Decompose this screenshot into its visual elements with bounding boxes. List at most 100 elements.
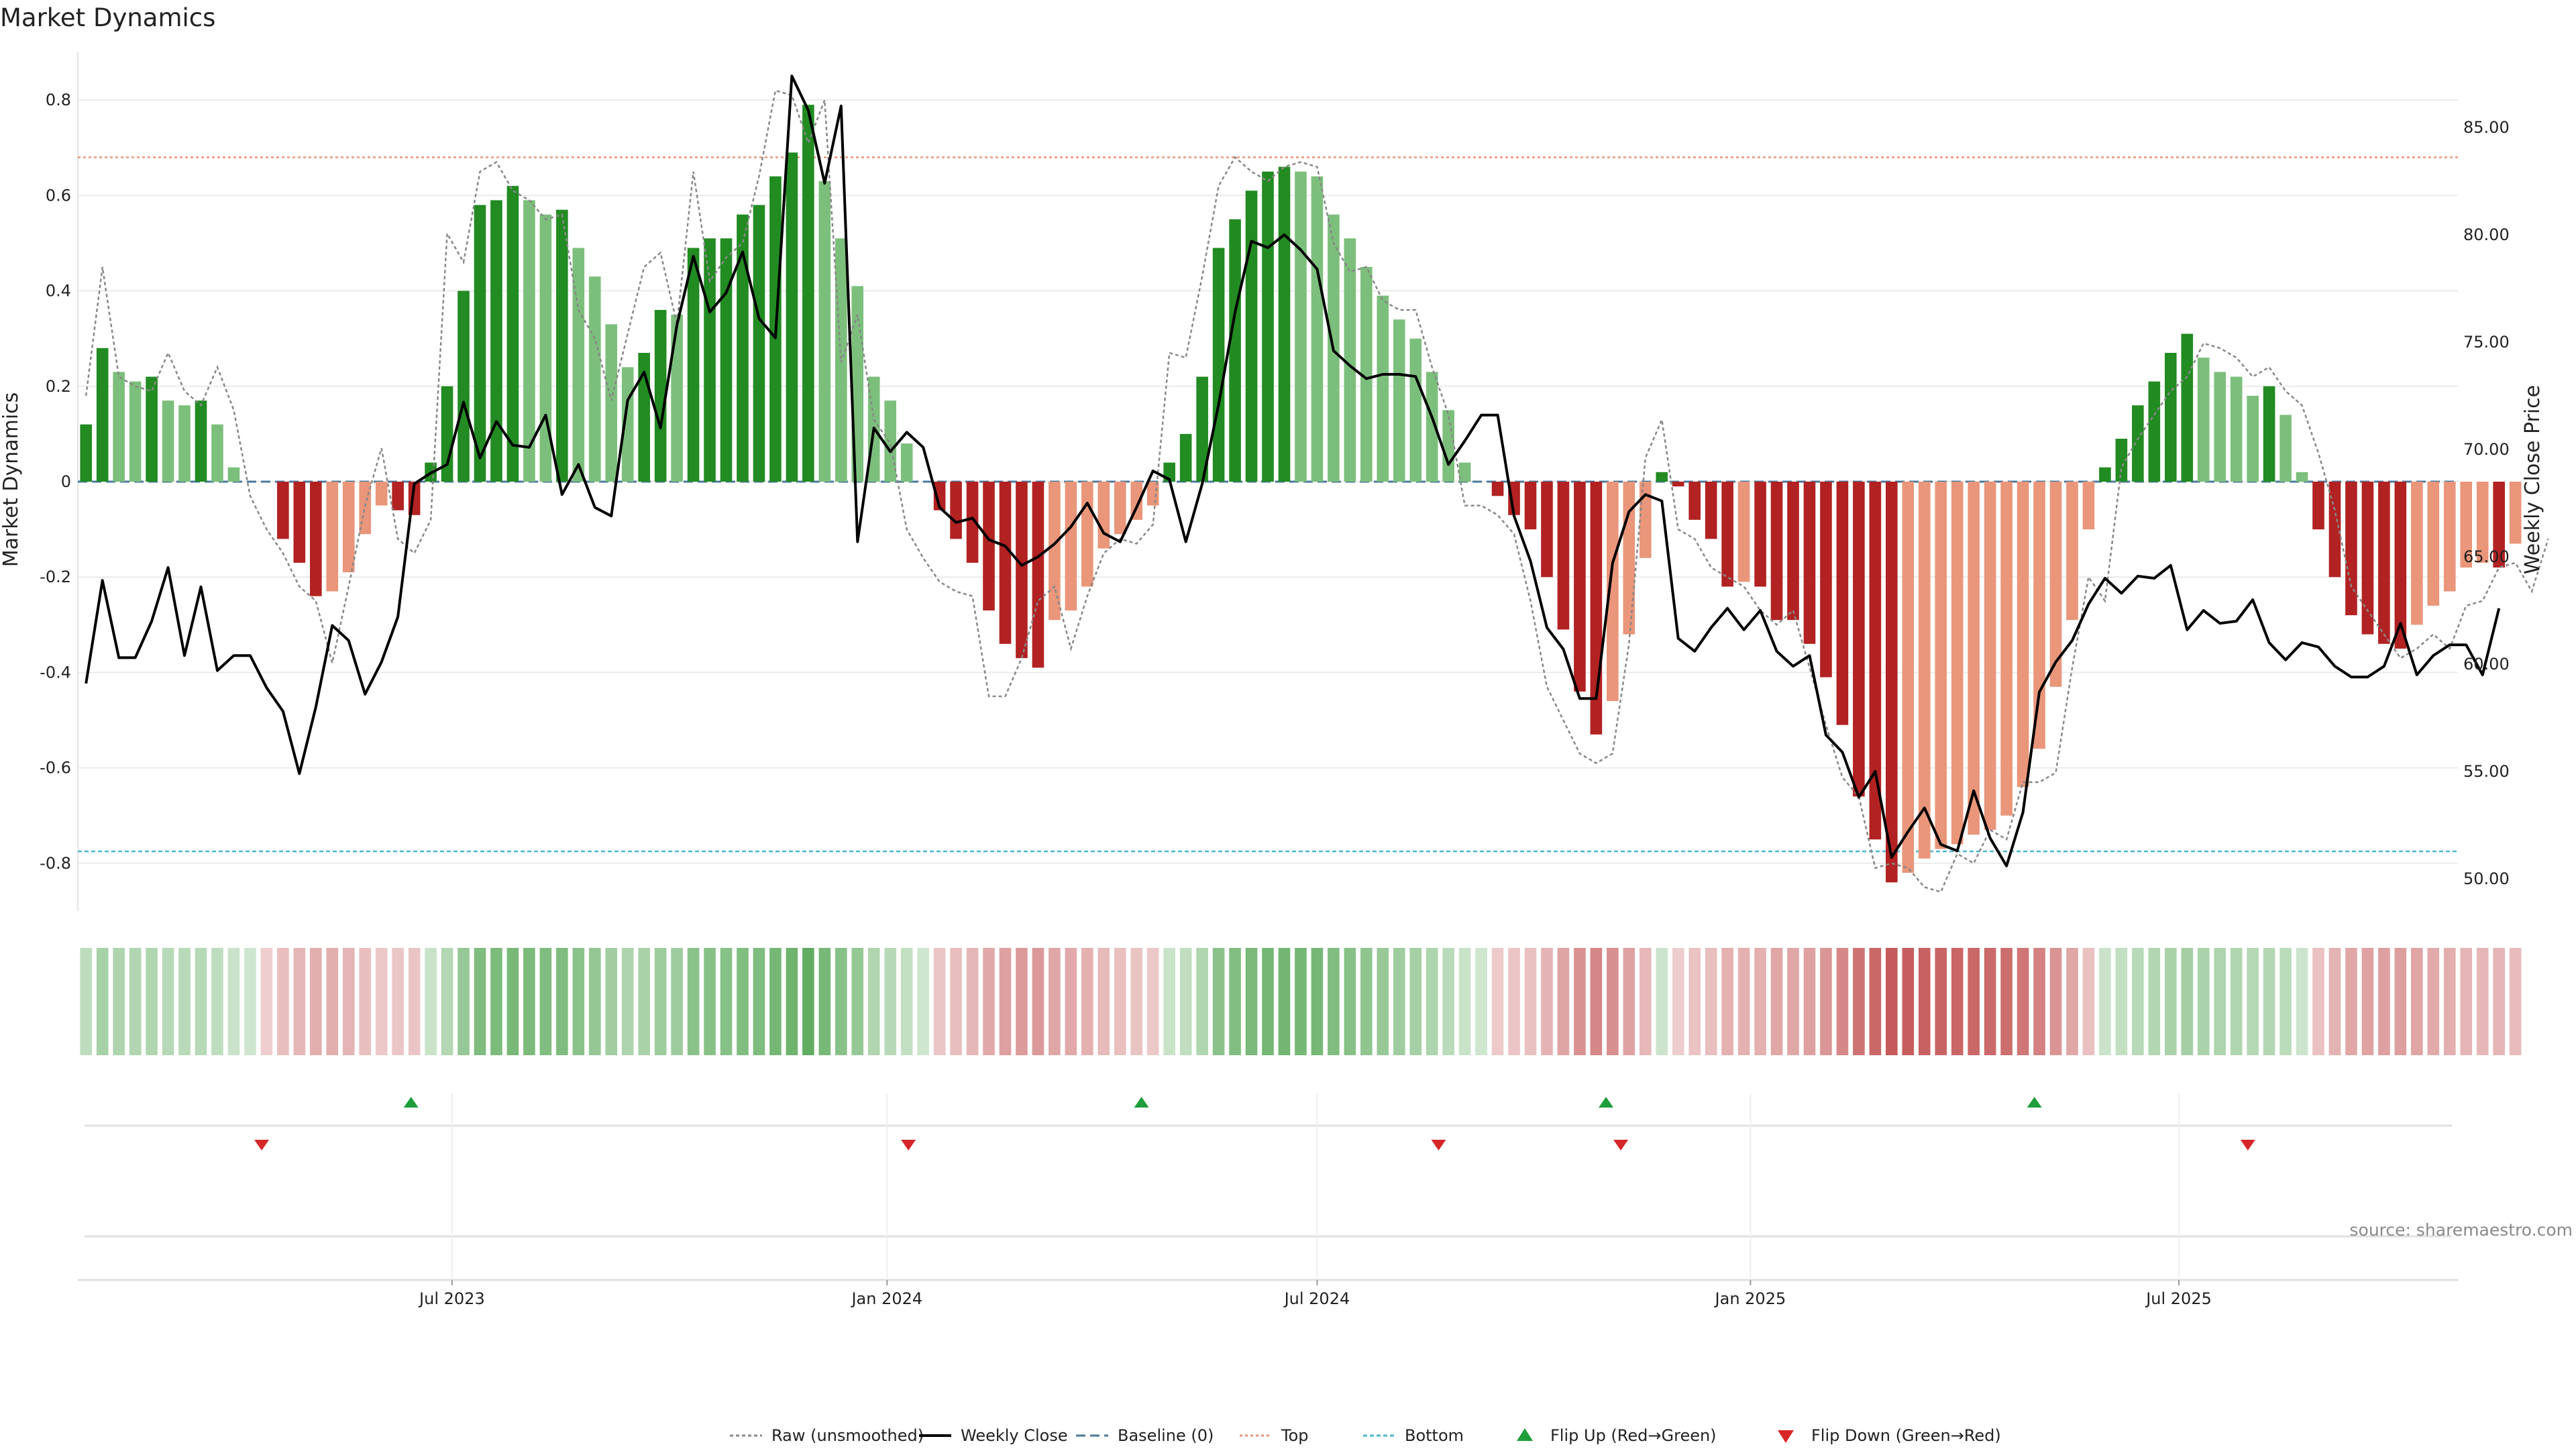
heatmap-cell bbox=[458, 948, 470, 1055]
line-series bbox=[85, 74, 2549, 894]
heatmap-cell bbox=[2460, 948, 2473, 1055]
md-bar bbox=[359, 482, 372, 535]
x-axis-ticks: Jul 2023 Jan 2024 Jul 2024 Jan 2025 Jul 2025 bbox=[418, 1280, 2212, 1308]
md-bar bbox=[523, 200, 535, 482]
heatmap-cell bbox=[933, 948, 946, 1055]
heatmap-cell bbox=[1163, 948, 1175, 1055]
heatmap-cell bbox=[146, 948, 158, 1055]
heatmap-cell bbox=[966, 948, 979, 1055]
heatmap-cell bbox=[359, 948, 372, 1055]
md-bar bbox=[506, 186, 519, 482]
heatmap-cell bbox=[2411, 948, 2423, 1055]
heatmap-cell bbox=[605, 948, 618, 1055]
md-bar bbox=[671, 315, 683, 482]
heatmap-cell bbox=[178, 948, 191, 1055]
heatmap-cell bbox=[851, 948, 864, 1055]
md-bar bbox=[1196, 376, 1208, 482]
heatmap-cell bbox=[884, 948, 897, 1055]
md-bar bbox=[687, 248, 700, 482]
chart-legend: Raw (unsmoothed) Weekly Close Baseline (0)… bbox=[730, 1426, 2001, 1445]
heatmap-cell bbox=[1311, 948, 1324, 1055]
md-bar bbox=[753, 205, 765, 482]
heatmap-cell bbox=[1458, 948, 1471, 1055]
heatmap-cell bbox=[2082, 948, 2095, 1055]
heatmap-cell bbox=[1754, 948, 1766, 1055]
md-bar bbox=[1393, 319, 1405, 482]
heatmap-cell bbox=[2247, 948, 2259, 1055]
heatmap-cell bbox=[309, 948, 322, 1055]
heatmap-cell bbox=[2296, 948, 2308, 1055]
heatmap-cell bbox=[2214, 948, 2226, 1055]
heatmap-cell bbox=[506, 948, 519, 1055]
heatmap-cell bbox=[523, 948, 535, 1055]
md-bar bbox=[572, 248, 585, 482]
md-bar bbox=[1656, 472, 1668, 482]
heatmap-cell bbox=[2115, 948, 2128, 1055]
heatmap-cell bbox=[490, 948, 502, 1055]
md-bar bbox=[1032, 482, 1044, 668]
heatmap-cell bbox=[2427, 948, 2440, 1055]
md-bar bbox=[1524, 482, 1537, 530]
heatmap-cell bbox=[1951, 948, 1964, 1055]
heatmap-cell bbox=[1049, 948, 1061, 1055]
y-tick-left: -0.8 bbox=[40, 854, 71, 873]
heatmap-cell bbox=[638, 948, 650, 1055]
md-bar bbox=[2066, 482, 2078, 621]
heatmap-cell bbox=[1032, 948, 1044, 1055]
md-bar bbox=[1754, 482, 1766, 587]
bar-series bbox=[80, 105, 2522, 883]
md-bar bbox=[227, 467, 240, 482]
y-tick-left: 0.4 bbox=[46, 282, 71, 301]
raw-unsmoothed-line bbox=[85, 89, 2549, 894]
md-bar bbox=[113, 372, 125, 482]
md-bar bbox=[1935, 482, 1947, 849]
legend-label: Baseline (0) bbox=[1118, 1426, 1214, 1445]
md-bar bbox=[1049, 482, 1061, 621]
md-bar bbox=[1458, 462, 1471, 482]
md-bar bbox=[720, 238, 733, 482]
md-bar bbox=[1607, 482, 1619, 702]
heatmap-cell bbox=[1607, 948, 1619, 1055]
heatmap-cell bbox=[917, 948, 929, 1055]
heatmap-cell bbox=[375, 948, 388, 1055]
y-tick-left: 0.2 bbox=[46, 377, 71, 396]
legend-item: Bottom bbox=[1363, 1426, 1464, 1445]
legend-label: Flip Up (Red→Green) bbox=[1550, 1426, 1717, 1445]
flip-down-marker bbox=[254, 1140, 270, 1150]
heatmap-cell bbox=[2263, 948, 2275, 1055]
md-bar bbox=[2345, 482, 2357, 616]
heatmap-cell bbox=[999, 948, 1012, 1055]
md-bar bbox=[654, 310, 667, 482]
heatmap-cell bbox=[244, 948, 256, 1055]
x-tick-label: Jul 2023 bbox=[418, 1289, 485, 1308]
md-bar bbox=[2017, 482, 2029, 788]
md-bar bbox=[211, 424, 223, 482]
heatmap-cell bbox=[80, 948, 93, 1055]
heatmap-cell bbox=[867, 948, 880, 1055]
heatmap-cell bbox=[129, 948, 142, 1055]
heatmap-cell bbox=[293, 948, 306, 1055]
md-bar bbox=[1557, 482, 1570, 630]
md-bar bbox=[2279, 415, 2292, 482]
legend-item: Flip Down (Green→Red) bbox=[1778, 1426, 2001, 1445]
legend-item: Top bbox=[1240, 1426, 1309, 1445]
md-bar bbox=[2378, 482, 2390, 644]
md-bar bbox=[1262, 171, 1274, 482]
heatmap-cell bbox=[818, 948, 831, 1055]
md-bar bbox=[458, 290, 470, 482]
heatmap-cell bbox=[687, 948, 700, 1055]
md-bar bbox=[1377, 295, 1389, 482]
flip-up-marker bbox=[403, 1097, 419, 1108]
legend-swatch-flip-down bbox=[1778, 1430, 1794, 1443]
heatmap-cell bbox=[2345, 948, 2357, 1055]
heatmap-cell bbox=[1705, 948, 1717, 1055]
md-bar bbox=[146, 376, 158, 482]
md-bar bbox=[1409, 338, 1422, 482]
md-bar bbox=[2197, 358, 2210, 482]
md-bar bbox=[1097, 482, 1110, 549]
heatmap-cell bbox=[195, 948, 207, 1055]
flip-down-marker bbox=[1613, 1140, 1629, 1150]
md-bar bbox=[1081, 482, 1093, 587]
heatmap-cell bbox=[2493, 948, 2505, 1055]
md-bar bbox=[1574, 482, 1586, 692]
